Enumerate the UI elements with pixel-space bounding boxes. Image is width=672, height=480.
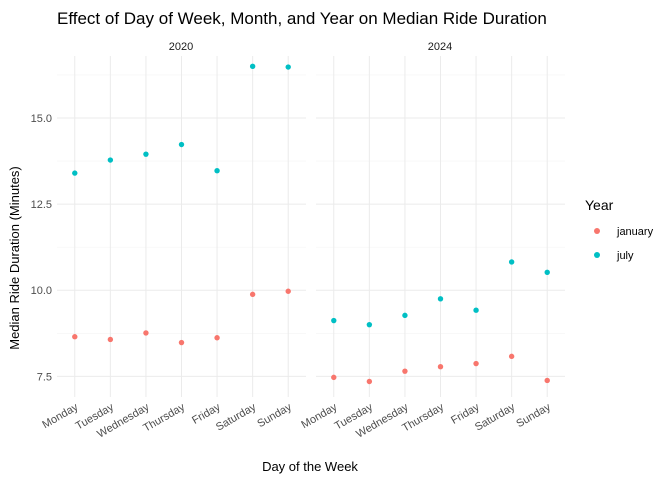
y-tick-labels: 7.5 10.0 12.5 15.0 (31, 113, 52, 383)
y-tick-label: 12.5 (31, 199, 52, 211)
point-2024-january-thursday (437, 363, 444, 370)
y-axis-title: Median Ride Duration (Minutes) (7, 166, 22, 350)
chart-title: Effect of Day of Week, Month, and Year o… (57, 9, 547, 28)
point-2020-july-tuesday (107, 157, 114, 163)
legend-key-january (594, 228, 600, 234)
x-axis-title: Day of the Week (262, 459, 358, 474)
y-tick-label: 15.0 (31, 113, 52, 125)
point-2024-january-monday (331, 374, 337, 381)
point-2020-january-sunday (285, 288, 291, 294)
point-2024-july-thursday (437, 296, 444, 302)
point-2020-july-friday (214, 168, 220, 174)
point-2024-july-sunday (544, 269, 550, 276)
point-2020-july-sunday (285, 64, 291, 70)
facet-label-right: 2024 (428, 41, 452, 53)
point-2020-july-wednesday (143, 151, 149, 157)
legend-title: Year (585, 197, 614, 213)
grid-layer (57, 56, 565, 397)
point-2020-january-friday (214, 335, 220, 341)
x-tick-label: Saturday (473, 401, 518, 434)
legend-key-july (594, 252, 600, 258)
x-tick-label: Saturday (214, 401, 259, 434)
point-2020-january-wednesday (143, 330, 149, 336)
x-tick-label: Monday (40, 401, 80, 431)
point-2020-july-monday (72, 170, 78, 176)
point-2020-january-monday (72, 334, 78, 340)
point-2024-july-monday (331, 317, 337, 324)
x-tick-label: Thursday (400, 401, 446, 435)
legend: Year january july (585, 197, 654, 262)
point-2020-january-tuesday (107, 336, 114, 343)
point-2020-july-saturday (249, 63, 256, 70)
point-2020-january-thursday (178, 339, 185, 346)
point-2024-january-friday (473, 360, 479, 367)
point-2024-january-wednesday (402, 368, 408, 374)
point-2024-july-saturday (508, 259, 515, 265)
y-tick-label: 7.5 (37, 371, 52, 383)
facet-label-left: 2020 (169, 41, 193, 53)
point-2024-july-tuesday (366, 321, 373, 328)
x-tick-label: Monday (299, 401, 339, 431)
point-2024-january-tuesday (366, 378, 373, 385)
x-tick-label: Sunday (255, 401, 294, 430)
legend-label-january: january (616, 226, 654, 238)
x-tick-label: Thursday (141, 401, 187, 435)
point-2024-january-sunday (544, 377, 550, 384)
point-2024-july-wednesday (402, 312, 408, 319)
data-points (72, 63, 550, 385)
x-tick-label: Sunday (514, 401, 553, 430)
point-2020-july-thursday (178, 141, 185, 148)
point-2024-january-saturday (508, 353, 515, 360)
point-2024-july-friday (473, 307, 479, 313)
y-tick-label: 10.0 (31, 285, 52, 297)
point-2020-january-saturday (249, 291, 256, 298)
legend-label-july: july (616, 250, 634, 262)
